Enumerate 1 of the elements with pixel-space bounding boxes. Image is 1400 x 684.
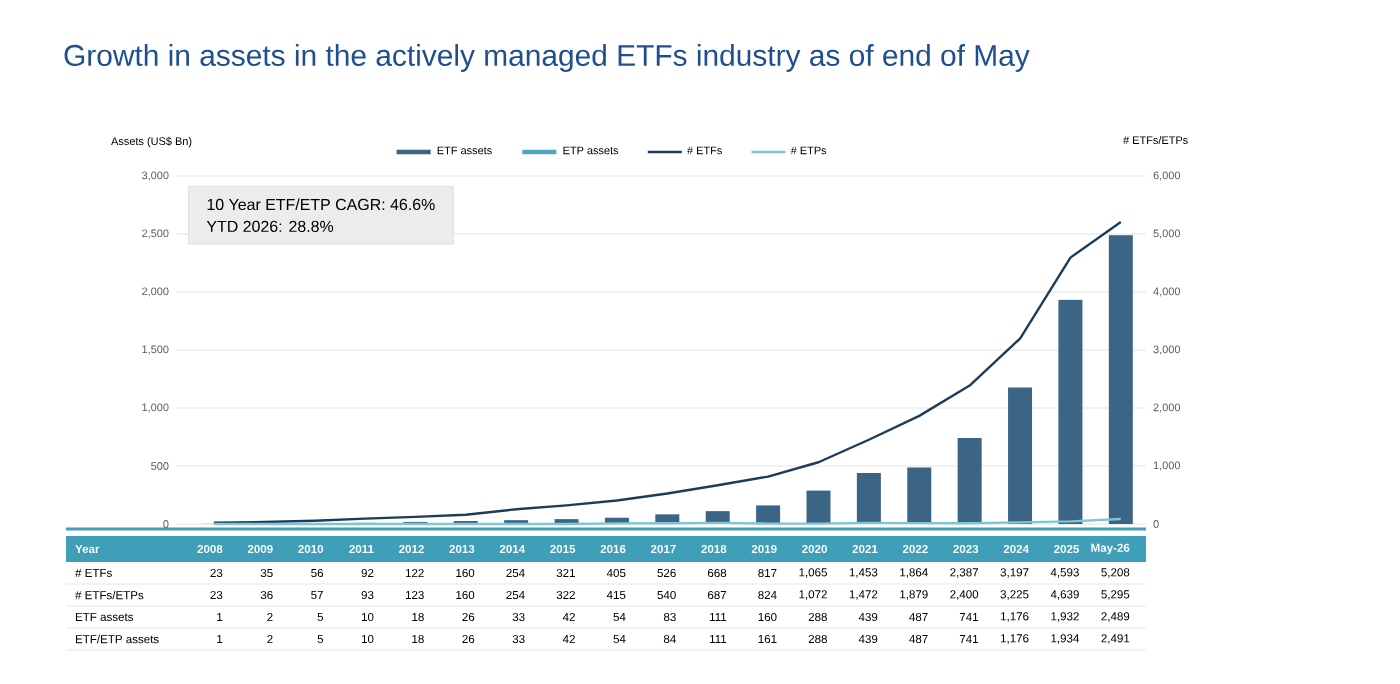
chart-title: Growth in assets in the actively managed ETFs industry as of end of May <box>64 44 1030 72</box>
